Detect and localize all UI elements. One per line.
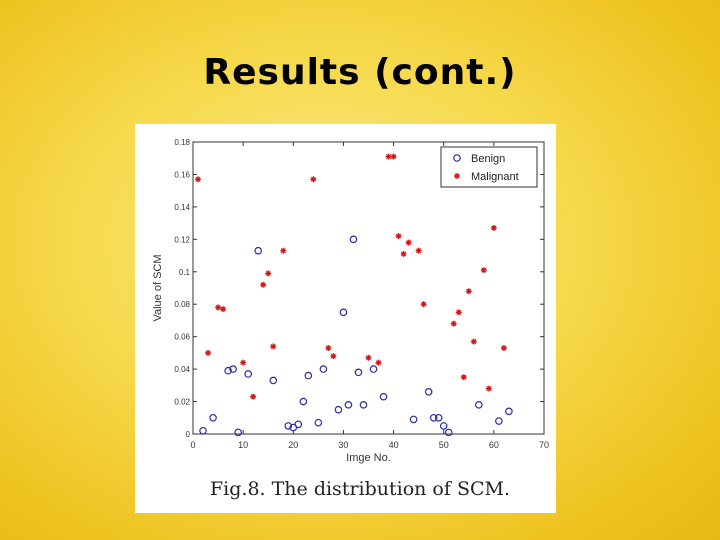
malignant-point [325,345,332,352]
malignant-point [415,247,422,254]
malignant-point [455,309,462,316]
x-tick-label: 0 [190,440,195,450]
benign-point [299,397,308,406]
y-tick-label: 0.18 [174,138,190,147]
x-tick-label: 50 [439,440,449,450]
benign-point [229,365,237,373]
benign-point [234,428,242,437]
y-axis-label: Value of SCM [152,254,164,321]
malignant-point [265,270,272,277]
x-tick-label: 60 [489,440,499,450]
y-tick-label: 0.1 [179,268,191,277]
y-tick-label: 0.02 [174,398,190,407]
legend-box [440,146,538,188]
benign-point [444,428,453,437]
malignant-point [240,359,247,366]
benign-point [319,365,328,373]
malignant-point [260,281,267,288]
malignant-point [450,320,457,327]
legend-label: Malignant [471,171,519,183]
benign-point [244,370,252,378]
y-tick-label: 0.12 [174,235,190,244]
malignant-point [205,349,212,356]
legend-malignant-marker [454,173,460,179]
malignant-point [385,153,392,160]
y-tick-label: 0.16 [174,170,190,179]
malignant-point [270,343,277,350]
legend-benign-marker [453,154,461,162]
slide-title: Results (cont.) [203,52,517,93]
malignant-point [375,359,382,366]
y-tick-label: 0.08 [174,300,190,309]
benign-point [409,415,418,424]
malignant-point [395,233,402,240]
malignant-point [405,239,412,246]
y-tick-label: 0.06 [174,333,190,342]
x-tick-label: 10 [238,440,248,450]
y-tick-label: 0.04 [174,365,190,374]
y-tick-label: 0.14 [174,203,190,212]
benign-point [439,422,448,430]
x-tick-label: 30 [338,440,348,450]
benign-point [294,420,303,429]
malignant-point [480,267,487,274]
malignant-point [400,250,407,257]
legend-label: Benign [471,153,505,165]
benign-point [284,422,293,430]
benign-point [339,308,348,317]
malignant-point [220,306,227,313]
x-tick-label: 20 [288,440,298,450]
benign-point [434,413,443,422]
malignant-point [250,393,257,400]
x-tick-label: 70 [539,440,549,450]
malignant-point [330,353,337,360]
benign-point [224,366,232,375]
malignant-point [465,288,472,295]
benign-point [379,392,388,401]
malignant-point [500,345,507,352]
benign-point [304,371,313,380]
malignant-point [365,354,372,361]
figure-caption: Fig.8. The distribution of SCM. [210,478,510,500]
plot-frame [192,141,545,435]
benign-point [495,417,503,425]
benign-point [254,246,262,255]
x-tick-label: 40 [389,440,399,450]
benign-point [334,405,343,414]
benign-point [269,376,278,385]
benign-point [369,365,378,373]
malignant-point [470,338,477,345]
malignant-point [485,385,492,392]
malignant-point [420,301,427,308]
benign-point [429,413,438,422]
malignant-point [195,176,202,183]
malignant-point [310,176,317,183]
figure-panel: 0 10 20 30 40 50 60 70 0 0.02 0.04 0.06 0.08 0.1 0.12 0… [135,124,556,513]
benign-point [199,426,207,435]
benign-point [354,368,363,377]
x-axis-label: Imge No. [346,452,391,464]
benign-point [314,418,323,427]
malignant-point [215,304,222,311]
benign-point [209,413,217,422]
benign-point [349,235,358,244]
malignant-point [490,224,497,231]
scm-scatter-plot: 0 10 20 30 40 50 60 70 0 0.02 0.04 0.06 0.08 0.1 0.12 0… [152,138,549,464]
malignant-point [390,153,397,160]
benign-point [505,407,513,416]
malignant-point [280,247,287,254]
benign-point [424,388,433,396]
benign-point [475,400,483,409]
malignant-point [460,374,467,381]
y-tick-label: 0 [186,430,191,439]
benign-point [344,400,353,409]
benign-point [359,400,368,409]
